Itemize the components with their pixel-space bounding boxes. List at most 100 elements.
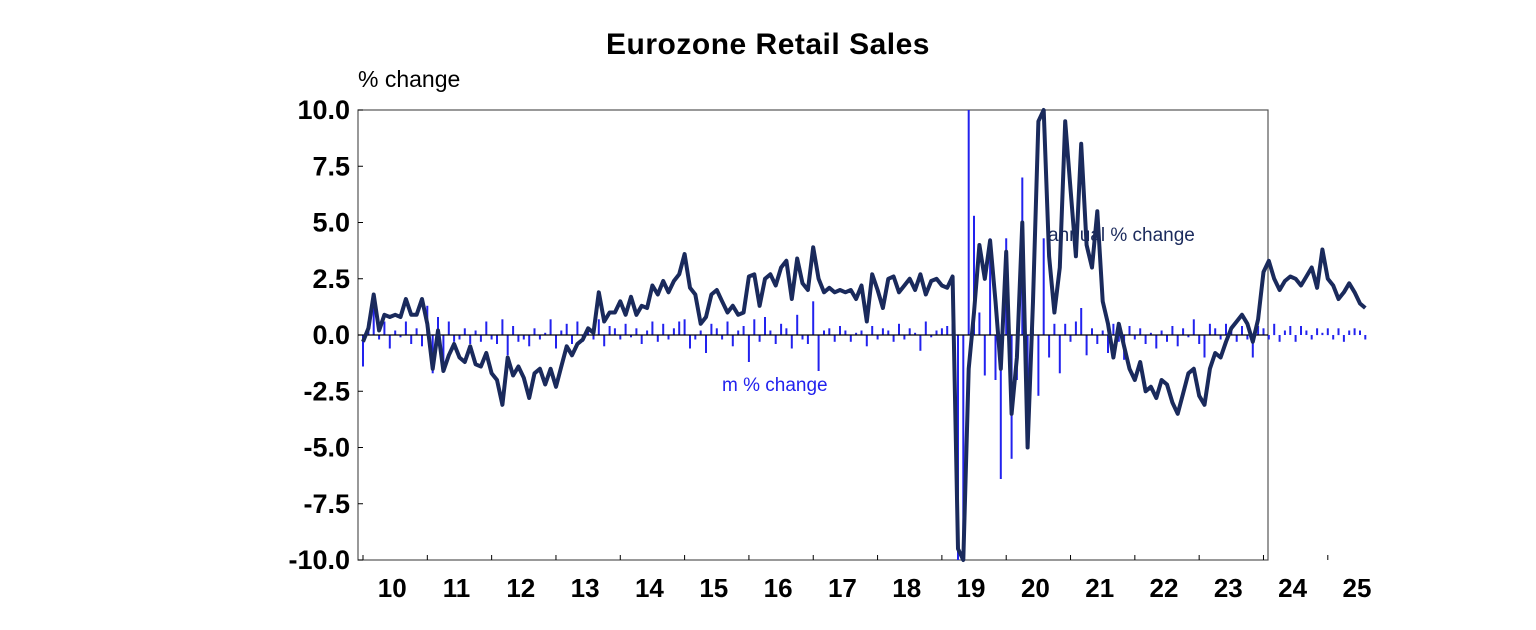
monthly-bar <box>994 335 997 380</box>
x-tick-label: 13 <box>571 573 600 603</box>
monthly-bar <box>699 330 702 335</box>
monthly-bar <box>721 335 724 340</box>
monthly-bar <box>490 335 493 340</box>
monthly-bar <box>844 330 847 335</box>
monthly-bar <box>549 319 552 336</box>
monthly-bar <box>404 321 407 335</box>
monthly-bar <box>1359 330 1361 335</box>
monthly-bar <box>989 238 992 336</box>
monthly-bar <box>1214 328 1217 336</box>
monthly-bar <box>555 335 557 349</box>
y-tick-label: 0.0 <box>312 320 350 350</box>
y-tick-label: 10.0 <box>297 95 350 125</box>
monthly-bar <box>946 326 949 335</box>
monthly-bar <box>898 323 900 336</box>
monthly-bar <box>394 330 397 335</box>
monthly-bar <box>1316 328 1319 336</box>
monthly-bar <box>378 335 381 340</box>
y-tick-label: -7.5 <box>303 489 350 519</box>
monthly-bar <box>1283 330 1286 335</box>
monthly-bar <box>742 326 745 335</box>
x-tick-label: 16 <box>764 573 793 603</box>
monthly-bar <box>1332 335 1335 340</box>
monthly-bar <box>855 332 858 336</box>
monthly-bar <box>967 110 970 335</box>
monthly-bar <box>501 319 504 336</box>
x-tick-label: 17 <box>828 573 857 603</box>
monthly-bar <box>705 335 707 353</box>
x-tick-label: 12 <box>506 573 535 603</box>
monthly-bar <box>924 321 927 335</box>
monthly-bar <box>1042 238 1045 336</box>
monthly-bar <box>801 335 804 340</box>
monthly-bar <box>1176 335 1179 347</box>
x-tick-label: 23 <box>1214 573 1243 603</box>
monthly-bar <box>1144 335 1147 344</box>
monthly-bar <box>1187 335 1190 338</box>
y-tick-label: 7.5 <box>312 151 350 181</box>
monthly-bar <box>1348 330 1351 335</box>
monthly-bar <box>672 328 675 336</box>
monthly-bar <box>1139 328 1142 336</box>
monthly-bar <box>812 301 815 336</box>
x-tick-label: 24 <box>1278 573 1307 603</box>
monthly-bar <box>785 328 788 336</box>
monthly-bar <box>1278 335 1281 342</box>
monthly-bar <box>860 330 863 335</box>
monthly-bar <box>651 321 654 335</box>
x-tick-label: 25 <box>1343 573 1372 603</box>
monthly-bar <box>935 330 938 335</box>
y-tick-label: 5.0 <box>312 208 350 238</box>
monthly-bar <box>640 335 643 344</box>
monthly-bar <box>1219 335 1222 340</box>
monthly-bar <box>678 321 681 335</box>
monthly-bar <box>1208 323 1211 336</box>
monthly-bar <box>764 317 766 335</box>
monthly-bar <box>1241 326 1243 335</box>
monthly-bar <box>919 335 922 351</box>
x-tick-label: 18 <box>892 573 921 603</box>
monthly-bar <box>1267 335 1270 340</box>
monthly-bar <box>662 323 665 336</box>
x-tick-label: 20 <box>1021 573 1050 603</box>
y-axis: 10.0 7.5 5.0 2.5 0.0 -2.5 -5.0 -7.5 -10.0 <box>288 95 363 575</box>
monthly-bar <box>1058 335 1061 374</box>
monthly-bar <box>828 328 831 336</box>
y-axis-unit-label: % change <box>358 66 461 92</box>
monthly-bar <box>560 330 563 335</box>
monthly-bar <box>646 330 649 335</box>
monthly-bar <box>544 332 547 336</box>
annual-change-line <box>361 108 1367 562</box>
monthly-bar <box>973 215 975 336</box>
monthly-bar <box>1225 323 1227 336</box>
monthly-bar <box>1310 335 1313 340</box>
monthly-bar <box>1149 332 1152 336</box>
monthly-bar <box>1069 335 1072 342</box>
monthly-bar <box>796 314 799 336</box>
monthly-bar <box>1192 319 1195 336</box>
y-tick-label: -2.5 <box>303 376 350 406</box>
monthly-bar <box>806 335 809 344</box>
monthly-bar <box>667 335 670 340</box>
monthly-bar <box>469 335 472 344</box>
monthly-bar <box>1096 335 1099 344</box>
monthly-bar <box>1074 321 1077 335</box>
monthly-bar <box>1053 323 1056 336</box>
monthly-bar <box>1364 335 1367 340</box>
monthly-bar <box>881 328 884 336</box>
monthly-bar <box>538 335 541 340</box>
monthly-bar <box>1321 332 1324 336</box>
monthly-bar <box>517 335 520 342</box>
monthly-bar <box>522 335 525 340</box>
monthly-bar <box>1198 335 1201 344</box>
monthly-bar <box>957 335 959 560</box>
monthly-bar <box>1037 335 1040 396</box>
monthly-bar <box>962 335 965 560</box>
monthly-bar <box>930 335 933 338</box>
monthly-bar <box>592 335 595 340</box>
monthly-bar <box>737 330 740 335</box>
monthly-bar <box>496 335 498 344</box>
monthly-bar <box>1155 335 1158 349</box>
y-tick-label: -10.0 <box>288 545 350 575</box>
monthly-bar <box>1080 308 1083 335</box>
